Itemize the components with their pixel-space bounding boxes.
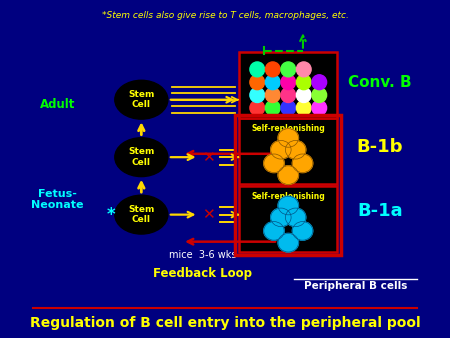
Text: Stem
Cell: Stem Cell <box>128 147 154 167</box>
Ellipse shape <box>285 208 306 227</box>
Text: Regulation of B cell entry into the peripheral pool: Regulation of B cell entry into the peri… <box>30 316 420 330</box>
Text: Self-replenishing: Self-replenishing <box>252 192 325 200</box>
FancyBboxPatch shape <box>239 52 337 118</box>
Ellipse shape <box>266 100 280 115</box>
Ellipse shape <box>292 154 313 173</box>
Ellipse shape <box>297 100 311 115</box>
Ellipse shape <box>312 88 327 102</box>
Text: Adult: Adult <box>40 98 75 111</box>
Ellipse shape <box>292 222 313 240</box>
Ellipse shape <box>285 141 306 159</box>
Ellipse shape <box>264 154 284 173</box>
Ellipse shape <box>278 196 298 215</box>
Text: B-1a: B-1a <box>357 202 403 220</box>
Ellipse shape <box>278 166 298 185</box>
Text: ✕: ✕ <box>202 207 215 222</box>
Ellipse shape <box>297 75 311 90</box>
Text: Conv. B: Conv. B <box>348 75 412 90</box>
Ellipse shape <box>250 88 265 102</box>
Ellipse shape <box>281 100 296 115</box>
Text: B-1b: B-1b <box>357 138 403 156</box>
Text: *: * <box>106 206 115 224</box>
Ellipse shape <box>266 75 280 90</box>
Ellipse shape <box>250 100 265 115</box>
Text: Self-replenishing: Self-replenishing <box>252 124 325 133</box>
Text: Fetus-
Neonate: Fetus- Neonate <box>32 189 84 210</box>
Ellipse shape <box>278 129 298 147</box>
Text: Stem
Cell: Stem Cell <box>128 90 154 110</box>
Ellipse shape <box>312 100 327 115</box>
Text: Stem
Cell: Stem Cell <box>128 205 154 224</box>
Ellipse shape <box>115 195 168 234</box>
Ellipse shape <box>312 75 327 90</box>
Ellipse shape <box>250 75 265 90</box>
Ellipse shape <box>281 75 296 90</box>
Ellipse shape <box>281 88 296 102</box>
Ellipse shape <box>266 62 280 77</box>
Ellipse shape <box>115 80 168 119</box>
Text: ✕: ✕ <box>202 150 215 165</box>
Ellipse shape <box>264 222 284 240</box>
Ellipse shape <box>297 62 311 77</box>
Ellipse shape <box>266 88 280 102</box>
Ellipse shape <box>250 62 265 77</box>
Ellipse shape <box>281 62 296 77</box>
Ellipse shape <box>115 138 168 177</box>
Text: *Stem cells also give rise to T cells, macrophages, etc.: *Stem cells also give rise to T cells, m… <box>102 11 348 20</box>
Ellipse shape <box>271 141 291 159</box>
FancyBboxPatch shape <box>239 118 337 184</box>
Ellipse shape <box>271 208 291 227</box>
Ellipse shape <box>297 88 311 102</box>
Ellipse shape <box>278 234 298 252</box>
Text: Feedback Loop: Feedback Loop <box>153 267 252 280</box>
Text: mice  3-6 wks: mice 3-6 wks <box>169 250 236 260</box>
Text: Peripheral B cells: Peripheral B cells <box>304 281 407 291</box>
FancyBboxPatch shape <box>239 186 337 252</box>
